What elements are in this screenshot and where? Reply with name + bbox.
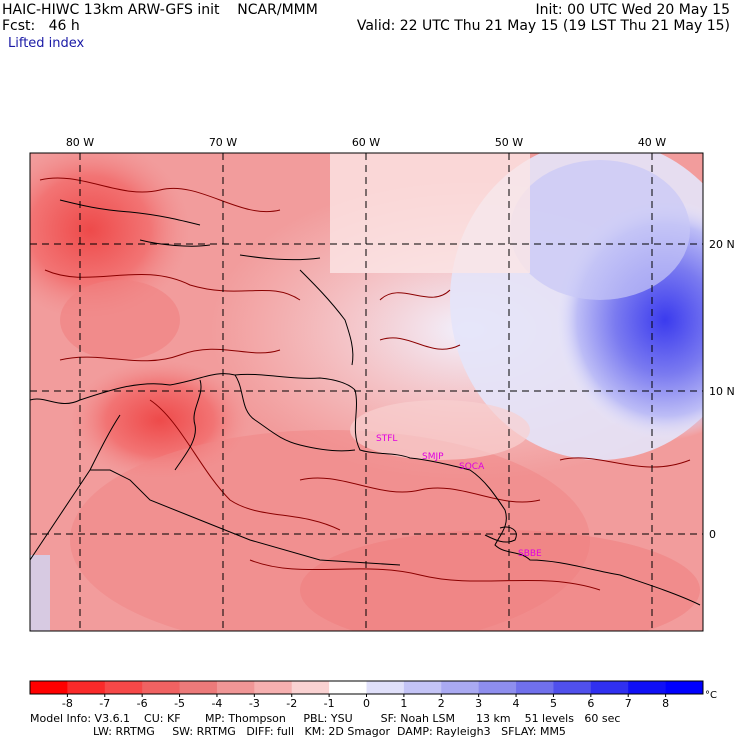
colorbar-tick-label: -1	[324, 697, 335, 710]
lat-label-eq: 0	[709, 528, 716, 541]
colorbar-tick-label: 6	[587, 697, 594, 710]
lon-label-60w: 60 W	[352, 136, 380, 149]
contour-lines	[39, 177, 691, 591]
station-label: SMJP	[422, 452, 444, 462]
lon-label-70w: 70 W	[209, 136, 237, 149]
colorbar-swatch	[67, 681, 106, 694]
colorbar-swatch	[553, 681, 592, 694]
colorbar-swatch	[329, 681, 367, 694]
model-info-line2: LW: RRTMG SW: RRTMG DIFF: full KM: 2D Sm…	[30, 725, 566, 738]
colorbar-tick-label: 2	[438, 697, 445, 710]
colorbar-swatch	[628, 681, 667, 694]
map-title: HAIC-HIWC 13km ARW-GFS init NCAR/MMM	[2, 2, 318, 18]
station-label: SOCA	[459, 462, 485, 472]
colorbar-swatch	[478, 681, 517, 694]
station-label: STFL	[376, 434, 397, 444]
colorbar: -8 -7 -6 -5 -4 -3 -2 -1 0 1 2 3 4 5 6 7 8 °C	[29, 680, 717, 710]
colorbar-tick-label: 3	[475, 697, 482, 710]
init-time: Init: 00 UTC Wed 20 May 15	[535, 2, 730, 18]
colorbar-swatch	[30, 681, 68, 694]
lifted-index-field	[30, 153, 703, 631]
lon-label-40w: 40 W	[638, 136, 666, 149]
colorbar-tick-label: -4	[211, 697, 222, 710]
lon-label-80w: 80 W	[66, 136, 94, 149]
lat-label-20n: 20 N	[709, 238, 735, 251]
colorbar-tick-label: -6	[137, 697, 148, 710]
colorbar-tick-label: -7	[99, 697, 110, 710]
map-frame	[29, 152, 704, 632]
forecast-hour: Fcst: 46 h	[2, 18, 80, 34]
colorbar-tick-label: 1	[400, 697, 407, 710]
colorbar-tick-label: 5	[550, 697, 557, 710]
colorbar-tick-label: 0	[363, 697, 370, 710]
lat-lon-grid	[30, 153, 703, 631]
colorbar-swatch	[441, 681, 480, 694]
colorbar-swatch	[291, 681, 330, 694]
coastlines	[30, 199, 701, 606]
colorbar-swatch	[179, 681, 218, 694]
model-info-line1: Model Info: V3.6.1 CU: KF MP: Thompson P…	[30, 712, 621, 725]
valid-time: Valid: 22 UTC Thu 21 May 15 (19 LST Thu …	[356, 18, 730, 34]
colorbar-tick-label: 8	[662, 697, 669, 710]
colorbar-swatch	[254, 681, 293, 694]
colorbar-swatch	[142, 681, 181, 694]
colorbar-swatch	[366, 681, 405, 694]
colorbar-swatch	[403, 681, 442, 694]
station-label: SBBE	[518, 549, 542, 559]
colorbar-tick-label: 7	[625, 697, 632, 710]
lat-label-10n: 10 N	[709, 385, 735, 398]
colorbar-swatch	[590, 681, 629, 694]
colorbar-tick-label: 4	[513, 697, 520, 710]
colorbar-unit: °C	[705, 690, 717, 701]
colorbar-tick-label: -8	[62, 697, 73, 710]
field-name: Lifted index	[8, 36, 85, 51]
colorbar-swatch	[216, 681, 255, 694]
colorbar-swatch	[104, 681, 143, 694]
colorbar-swatch	[516, 681, 554, 694]
colorbar-tick-label: -3	[249, 697, 260, 710]
colorbar-tick-label: -5	[174, 697, 185, 710]
colorbar-tick-label: -2	[286, 697, 297, 710]
lon-label-50w: 50 W	[495, 136, 523, 149]
colorbar-swatch	[665, 681, 704, 694]
